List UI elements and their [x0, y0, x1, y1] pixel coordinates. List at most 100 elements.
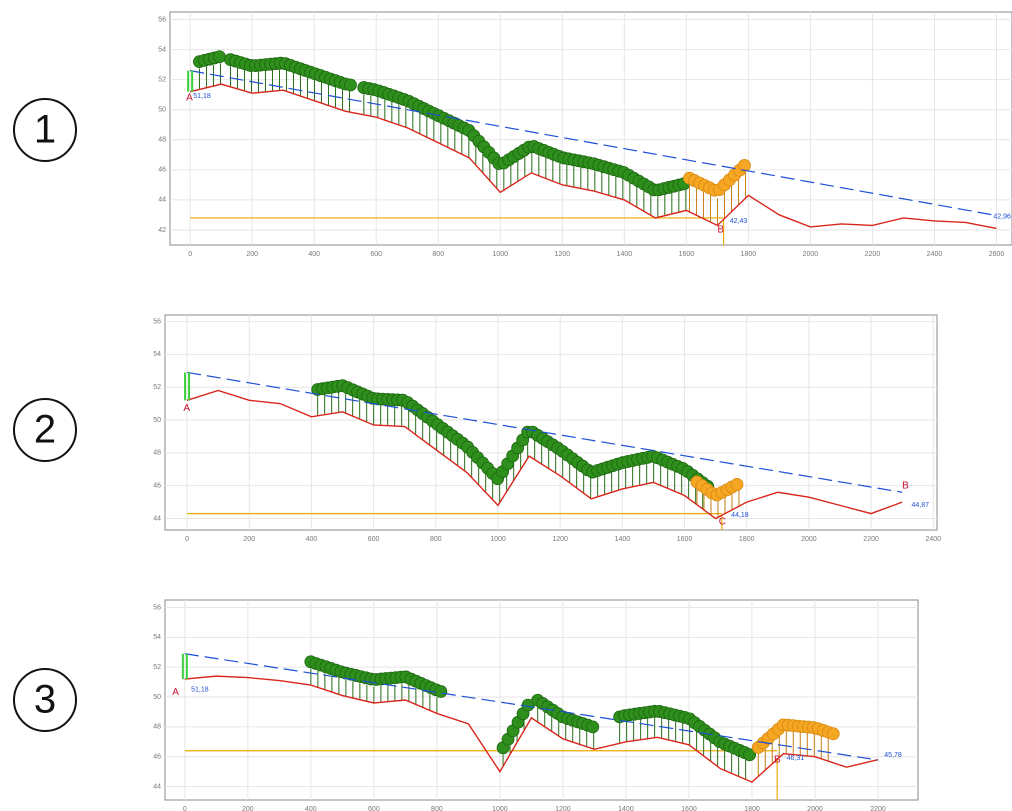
x-tick-label: 0 [188, 251, 192, 258]
annotation: 42,43 [730, 218, 748, 225]
y-tick-label: 42 [158, 227, 166, 234]
x-tick-label: 400 [305, 806, 317, 811]
y-tick-label: 44 [158, 197, 166, 204]
x-tick-label: 800 [432, 251, 444, 258]
annotation: A [183, 403, 190, 414]
x-tick-label: 2600 [989, 251, 1005, 258]
x-tick-label: 800 [431, 806, 443, 811]
vegetation [496, 698, 535, 767]
y-tick-label: 46 [153, 754, 161, 761]
x-tick-label: 2000 [807, 806, 823, 811]
chart: 1 42 44 46 48 50 52 54 56 0 200 400 600 800 1000 1200 14… [13, 11, 1012, 258]
vegetation [224, 53, 357, 113]
vegetation [357, 81, 691, 218]
x-tick-label: 600 [368, 806, 380, 811]
chart-number-circle [13, 668, 77, 732]
x-tick-label: 1400 [615, 536, 631, 543]
vegetation [613, 704, 757, 780]
tree-canopy [434, 685, 448, 698]
terrain-line [189, 83, 997, 230]
sight-line [186, 371, 903, 493]
vegetation [531, 693, 600, 750]
x-tick-label: 800 [430, 536, 442, 543]
annotation: A [172, 687, 179, 698]
annotation: 51,18 [193, 93, 211, 100]
y-tick-label: 52 [153, 664, 161, 671]
annotation: B [717, 225, 724, 236]
x-tick-label: 2000 [803, 251, 819, 258]
tree-canopy [743, 748, 757, 762]
tree-canopy [213, 50, 226, 64]
y-tick-label: 54 [153, 351, 161, 358]
x-tick-label: 1800 [744, 806, 760, 811]
annotation: A [186, 92, 193, 103]
x-tick-label: 600 [370, 251, 382, 258]
annotation: B [774, 754, 781, 765]
plot-frame [169, 11, 1012, 246]
y-tick-label: 48 [158, 137, 166, 144]
tree-canopy [344, 78, 357, 92]
y-tick-label: 56 [158, 16, 166, 23]
y-tick-label: 44 [153, 783, 161, 790]
x-tick-label: 1800 [741, 251, 757, 258]
tree-canopy [730, 478, 744, 491]
x-tick-label: 1000 [490, 536, 506, 543]
sight-line [190, 70, 997, 217]
annotation: 46,31 [787, 755, 805, 762]
x-tick-label: 600 [368, 536, 380, 543]
y-tick-label: 46 [153, 483, 161, 490]
x-tick-label: 1600 [677, 536, 693, 543]
y-tick-label: 50 [158, 107, 166, 114]
tree-canopy [738, 158, 751, 172]
x-tick-label: 2000 [801, 536, 817, 543]
y-tick-label: 54 [158, 46, 166, 53]
vegetation [193, 50, 226, 90]
y-tick-label: 50 [153, 417, 161, 424]
tree-canopy [826, 727, 840, 741]
terrain-line [184, 675, 879, 783]
vegetation [751, 718, 840, 777]
y-tick-label: 54 [153, 634, 161, 641]
sight-line [184, 653, 879, 761]
x-tick-label: 1200 [552, 536, 568, 543]
observer-marker [184, 372, 191, 401]
observer-marker [187, 70, 194, 92]
y-tick-label: 56 [153, 604, 161, 611]
annotation: 51,18 [191, 686, 209, 693]
x-tick-label: 2200 [863, 536, 879, 543]
annotation: 42,96 [993, 213, 1011, 220]
chart-number: 2 [34, 408, 56, 452]
x-tick-label: 1600 [681, 806, 697, 811]
y-tick-label: 56 [153, 318, 161, 325]
x-tick-label: 1000 [492, 806, 508, 811]
y-tick-label: 52 [158, 76, 166, 83]
y-tick-label: 48 [153, 450, 161, 457]
x-tick-label: 200 [243, 536, 255, 543]
annotation: C [719, 516, 726, 527]
chart: 2 44 46 48 50 52 54 56 0 200 400 600 800 1000 1200 1400… [13, 314, 941, 543]
x-tick-label: 200 [246, 251, 258, 258]
chart-number: 1 [34, 108, 56, 152]
vegetation [683, 158, 751, 226]
x-tick-label: 1200 [555, 251, 571, 258]
y-tick-label: 44 [153, 515, 161, 522]
observer-marker [181, 653, 188, 680]
x-tick-label: 1400 [618, 806, 634, 811]
x-tick-label: 0 [183, 806, 187, 811]
plot-frame [164, 314, 938, 531]
x-tick-label: 2400 [925, 536, 941, 543]
x-tick-label: 1600 [679, 251, 695, 258]
x-tick-label: 400 [306, 536, 318, 543]
tree-canopy [586, 720, 600, 734]
chart-number: 3 [34, 678, 56, 722]
x-tick-label: 0 [185, 536, 189, 543]
y-tick-label: 50 [153, 694, 161, 701]
annotation: 44,87 [912, 502, 930, 509]
annotation: B [902, 480, 909, 491]
x-tick-label: 200 [242, 806, 254, 811]
chart-number-circle [13, 398, 77, 462]
x-tick-label: 1800 [739, 536, 755, 543]
x-tick-label: 1200 [555, 806, 571, 811]
y-tick-label: 46 [158, 167, 166, 174]
